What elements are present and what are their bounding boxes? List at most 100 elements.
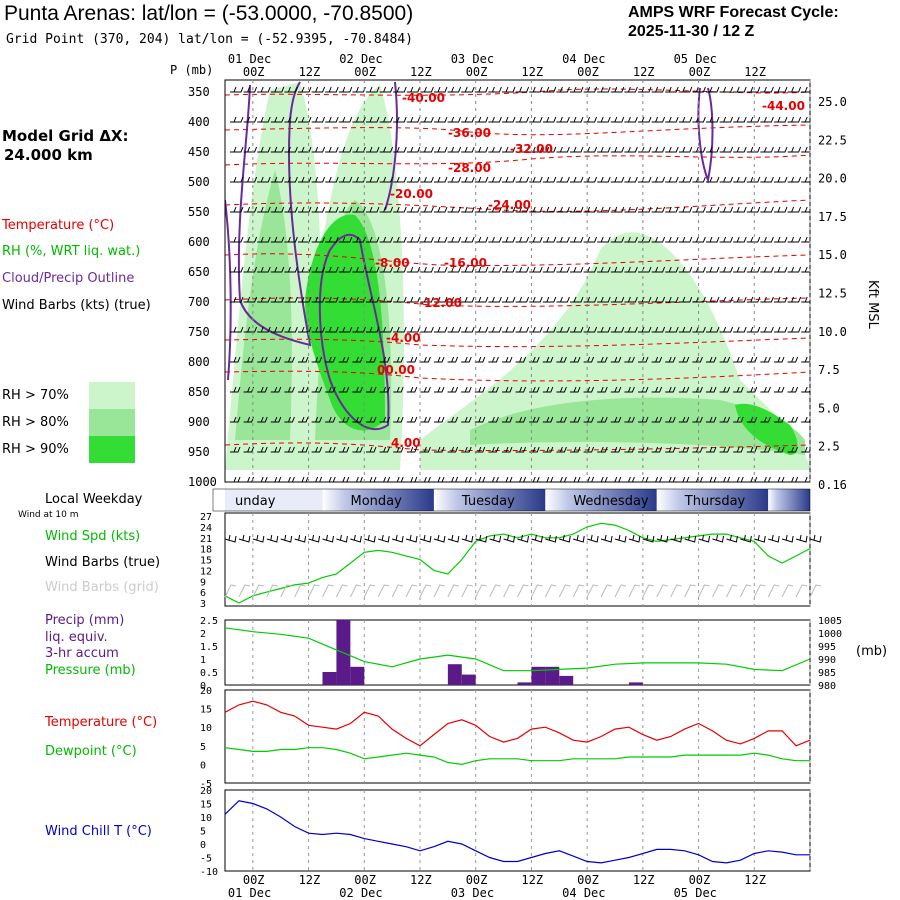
wind-barb-grid bbox=[503, 584, 515, 598]
wind-barb bbox=[651, 296, 666, 303]
wind-barb bbox=[529, 176, 543, 183]
wind-barb bbox=[651, 176, 666, 183]
wind-barb bbox=[311, 446, 323, 453]
wind-barb bbox=[338, 326, 353, 333]
wind-barb bbox=[692, 356, 703, 363]
wind-barb bbox=[366, 146, 380, 153]
wind-barb bbox=[406, 446, 418, 453]
wind-barb bbox=[474, 476, 486, 482]
wind-barb bbox=[774, 326, 788, 333]
precip-bar bbox=[447, 664, 462, 685]
wind-barb bbox=[760, 296, 774, 303]
kft-tick-label: 5.0 bbox=[818, 401, 840, 415]
isotherm-line bbox=[225, 199, 810, 212]
wind-barb bbox=[434, 386, 445, 393]
wind-barb bbox=[338, 206, 353, 213]
wind-barb bbox=[733, 236, 747, 243]
wind-barb-true bbox=[503, 534, 516, 543]
wind-barb-grid bbox=[698, 584, 710, 598]
wind-barb-grid bbox=[614, 584, 627, 598]
wind-barb bbox=[257, 386, 268, 393]
wind-barb bbox=[760, 176, 774, 183]
wind-barb-true bbox=[740, 534, 752, 543]
wind-barb bbox=[651, 356, 663, 363]
precip-bar bbox=[350, 666, 365, 685]
precip-bar bbox=[531, 666, 546, 685]
wind-barb bbox=[461, 476, 472, 482]
wind-barb bbox=[678, 386, 690, 393]
wind-barb-true bbox=[294, 534, 307, 543]
wind-barb-true bbox=[781, 534, 794, 543]
wind-barb-grid bbox=[767, 584, 780, 598]
cross-section-frame bbox=[224, 79, 811, 483]
wind-barb bbox=[542, 356, 554, 363]
wind-barb bbox=[706, 386, 717, 393]
wind-barb bbox=[733, 356, 744, 363]
bottom-date-label: 03 Dec bbox=[451, 886, 494, 900]
wind-barb bbox=[379, 86, 394, 93]
wind-barb-grid bbox=[628, 584, 641, 598]
wind-barb bbox=[284, 326, 298, 333]
wind-barb bbox=[434, 86, 448, 93]
wind-barb bbox=[638, 116, 652, 123]
wind-barb-true bbox=[322, 534, 334, 543]
wind-barb bbox=[801, 206, 810, 213]
wind-barb bbox=[298, 86, 312, 93]
wind-barb-grid bbox=[405, 584, 418, 598]
wind-barb-grid bbox=[461, 584, 473, 598]
wind-barb bbox=[243, 116, 258, 123]
wind-barb-true bbox=[642, 534, 655, 543]
wind-barb bbox=[678, 326, 693, 333]
wind-barb bbox=[406, 146, 421, 153]
wind-barb bbox=[733, 476, 744, 482]
wind-barb-true bbox=[252, 534, 265, 543]
wind-barb bbox=[542, 176, 557, 183]
wind-barb bbox=[325, 356, 336, 363]
wind-barb bbox=[393, 236, 407, 243]
wind-barb bbox=[583, 116, 598, 123]
wind-barb-true bbox=[224, 534, 237, 543]
wind-barb bbox=[746, 236, 761, 243]
cloud-outline-left-edge bbox=[225, 199, 232, 381]
kft-tick-label: 22.5 bbox=[818, 133, 847, 147]
wind-barb bbox=[461, 176, 475, 183]
temperature-tick-label: 15 bbox=[200, 705, 212, 716]
wind-barb bbox=[665, 236, 679, 243]
wind-barb bbox=[434, 266, 448, 273]
wind-barb bbox=[406, 296, 421, 303]
wind-barb bbox=[678, 356, 690, 363]
wind-barb bbox=[529, 206, 543, 213]
wind-barb bbox=[488, 146, 502, 153]
pressure-tick-label: 1005 bbox=[818, 616, 842, 627]
wind-barb-true bbox=[378, 534, 390, 543]
wind-barb bbox=[447, 446, 459, 453]
wind-barb bbox=[746, 386, 758, 393]
wind-barb bbox=[338, 236, 353, 243]
temperature-line bbox=[224, 700, 811, 747]
wind-barb bbox=[774, 476, 785, 482]
wind-barb bbox=[284, 236, 298, 243]
wind-barb bbox=[515, 446, 527, 453]
bottom-date-label: 04 Dec bbox=[562, 886, 605, 900]
wind-barb bbox=[529, 416, 540, 423]
wind-barb bbox=[787, 416, 799, 423]
top-time-label: 00Z bbox=[466, 65, 488, 79]
wind-barb-grid bbox=[656, 584, 668, 598]
wind-barb bbox=[284, 356, 295, 363]
wind-barb bbox=[746, 446, 758, 453]
wind-barb bbox=[393, 326, 407, 333]
wind-barb-grid bbox=[335, 584, 348, 598]
precip-label: Precip (mm) bbox=[45, 613, 125, 628]
wind-barb bbox=[461, 386, 472, 393]
wind-barb bbox=[597, 206, 611, 213]
wind-barb-grid bbox=[558, 584, 571, 598]
wind-barb bbox=[624, 146, 638, 153]
wind-barb bbox=[651, 326, 666, 333]
wind-barb bbox=[583, 236, 598, 243]
wind-barb bbox=[665, 446, 676, 453]
wind-barb bbox=[787, 446, 799, 453]
wind-barb bbox=[733, 386, 744, 393]
wind-barb bbox=[692, 206, 706, 213]
wind-barb bbox=[434, 146, 448, 153]
